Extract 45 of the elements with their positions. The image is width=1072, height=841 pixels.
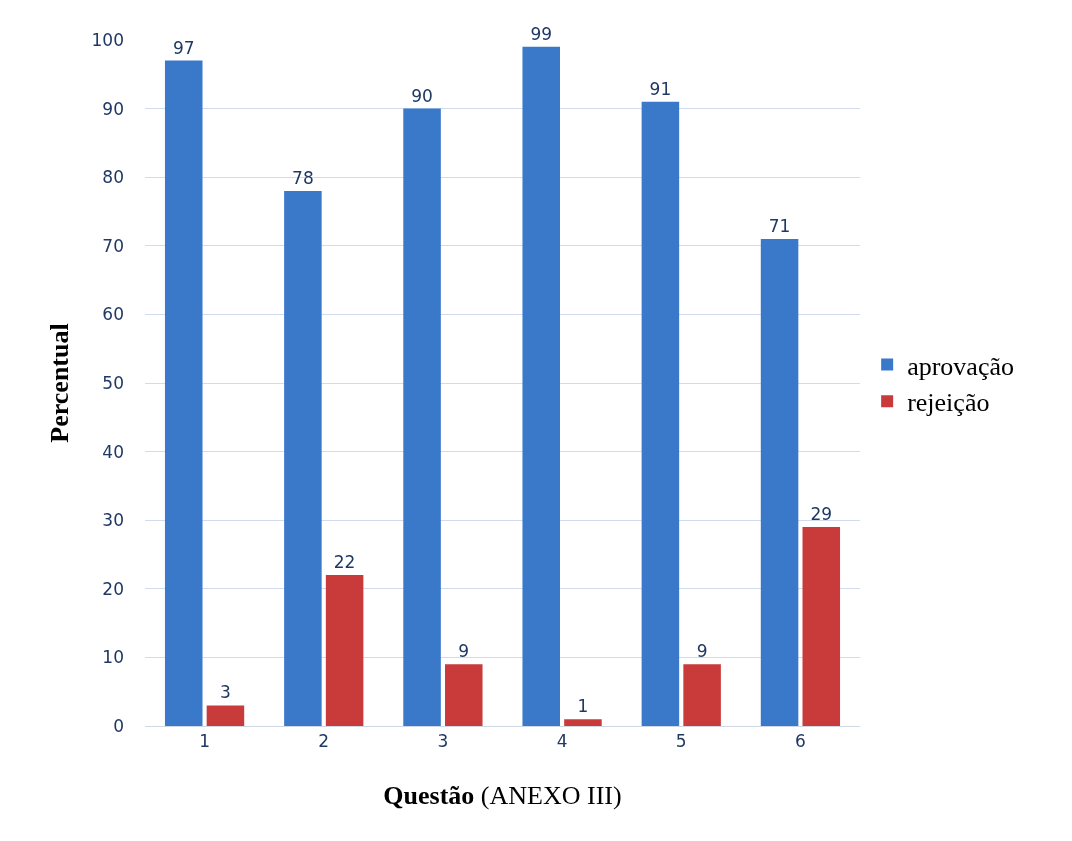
bar <box>522 46 560 726</box>
y-tick-label: 100 <box>91 29 124 50</box>
y-axis-title: Percentual <box>44 323 74 443</box>
bar <box>641 101 680 726</box>
data-label: 9 <box>458 641 470 662</box>
data-label: 91 <box>649 78 672 99</box>
y-tick-label: 20 <box>102 578 124 599</box>
x-tick-label: 3 <box>437 731 449 752</box>
bar <box>325 575 364 726</box>
y-tick-label: 70 <box>102 235 124 256</box>
data-label: 22 <box>333 552 356 573</box>
y-tick-label: 50 <box>102 372 124 393</box>
data-label: 78 <box>292 167 314 188</box>
bar <box>164 60 203 726</box>
data-label: 3 <box>220 682 231 703</box>
data-label: 9 <box>696 641 708 662</box>
y-tick-label: 0 <box>113 715 124 736</box>
data-label: 90 <box>411 85 433 106</box>
y-tick-label: 10 <box>102 647 124 668</box>
y-tick-label: 80 <box>102 167 124 188</box>
bar <box>206 705 245 726</box>
legend-label: rejeição <box>907 388 990 418</box>
x-tick-label: 4 <box>556 731 568 752</box>
bar <box>284 190 322 726</box>
y-tick-label: 40 <box>102 441 124 462</box>
x-tick-label: 5 <box>675 731 687 752</box>
y-tick-label: 30 <box>102 510 124 531</box>
x-tick-label: 6 <box>795 731 806 752</box>
data-label: 71 <box>768 215 791 236</box>
bar <box>445 664 483 726</box>
bar <box>683 664 721 726</box>
x-tick-label: 1 <box>199 731 210 752</box>
bar <box>403 108 441 726</box>
legend-label: aprovação <box>907 351 1014 381</box>
y-tick-label: 60 <box>102 304 124 325</box>
data-label: 99 <box>530 23 553 44</box>
bar <box>760 238 799 726</box>
x-axis-title: Questão (ANEXO III) <box>383 781 622 811</box>
bar <box>802 527 841 726</box>
y-tick-label: 90 <box>102 98 124 119</box>
bar <box>564 719 602 726</box>
x-tick-label: 2 <box>318 731 330 752</box>
data-label: 97 <box>172 37 195 58</box>
data-label: 29 <box>810 504 833 525</box>
data-label: 1 <box>577 696 589 717</box>
